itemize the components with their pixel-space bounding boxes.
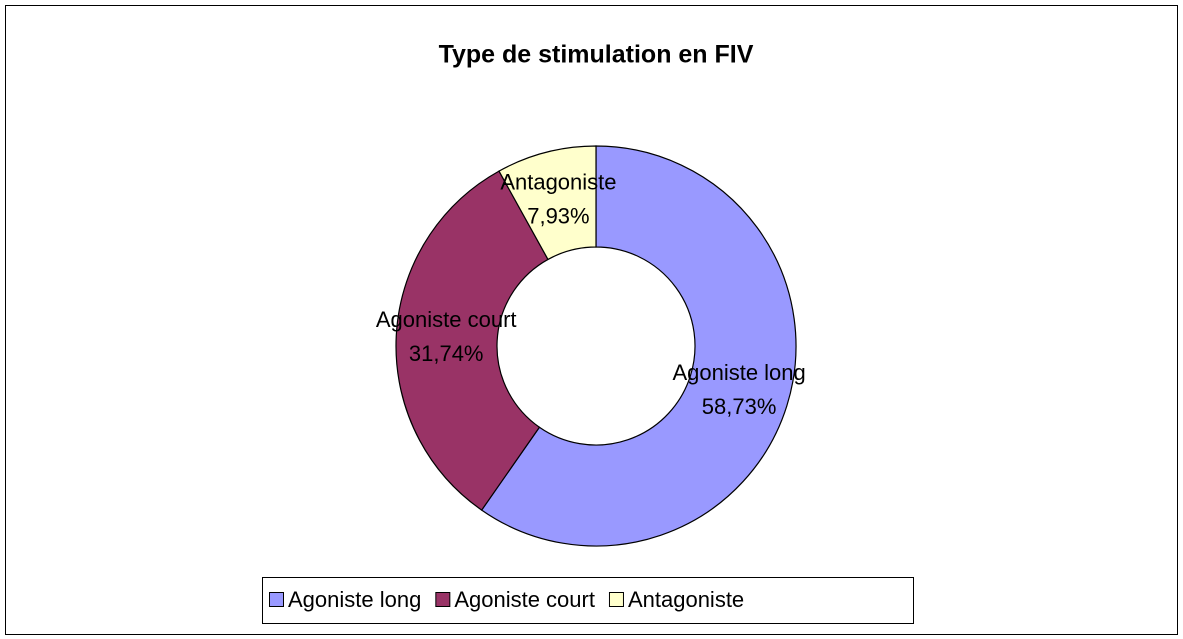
slice-label: Agoniste long	[672, 360, 805, 385]
legend-swatch	[435, 592, 451, 607]
legend-label: Agoniste long	[288, 587, 421, 612]
slice-label: Antagoniste	[500, 170, 616, 195]
donut-slice	[498, 145, 597, 261]
slice-value-label: 31,74%	[409, 341, 484, 366]
legend: Agoniste long Agoniste court Antagoniste	[269, 587, 744, 612]
data-labels: Agoniste long 58,73% Agoniste court 31,74% A…	[376, 170, 806, 419]
slice-label: Agoniste court	[376, 307, 517, 332]
donut-slice	[395, 170, 549, 511]
slice-value-label: 7,93%	[527, 204, 589, 229]
legend-label: Antagoniste	[628, 587, 744, 612]
legend-box	[262, 577, 914, 624]
legend-label: Agoniste court	[454, 587, 595, 612]
legend-swatch	[608, 592, 624, 607]
chart-title: Type de stimulation en FIV	[439, 41, 754, 69]
slice-value-label: 58,73%	[702, 394, 777, 419]
donut-slice	[480, 145, 797, 547]
donut	[395, 145, 797, 547]
legend-swatch	[269, 592, 284, 607]
